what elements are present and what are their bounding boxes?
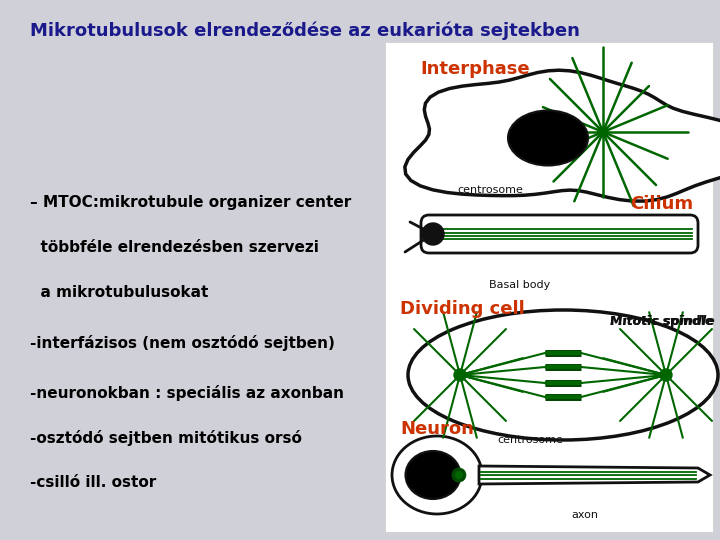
Text: – MTOC:mikrotubule organizer center: – MTOC:mikrotubule organizer center: [30, 195, 351, 210]
Text: a mikrotubulusokat: a mikrotubulusokat: [30, 285, 208, 300]
Ellipse shape: [508, 111, 588, 165]
Text: Dividing cell: Dividing cell: [400, 300, 525, 318]
Ellipse shape: [408, 310, 718, 440]
Ellipse shape: [392, 436, 482, 514]
Text: -interfázisos (nem osztódó sejtben): -interfázisos (nem osztódó sejtben): [30, 335, 335, 351]
Text: Interphase: Interphase: [420, 60, 530, 78]
Text: Mitotic spindle: Mitotic spindle: [610, 315, 714, 328]
Circle shape: [660, 369, 672, 381]
Text: -neuronokban : speciális az axonban: -neuronokban : speciális az axonban: [30, 385, 344, 401]
Text: Mikrotubulusok elrendeződése az eukarióta sejtekben: Mikrotubulusok elrendeződése az eukariót…: [30, 22, 580, 40]
Text: Mitotic spindle: Mitotic spindle: [610, 315, 715, 328]
Text: Cilium: Cilium: [630, 195, 693, 213]
Text: centrosome: centrosome: [497, 435, 563, 445]
Text: -csilló ill. ostor: -csilló ill. ostor: [30, 475, 156, 490]
Text: axon: axon: [572, 510, 598, 520]
Text: Neuron: Neuron: [400, 420, 474, 438]
Circle shape: [598, 127, 608, 137]
Circle shape: [455, 471, 463, 479]
Polygon shape: [405, 70, 720, 201]
Text: többféle elrendezésben szervezi: többféle elrendezésben szervezi: [30, 240, 319, 255]
Circle shape: [452, 468, 466, 482]
Ellipse shape: [405, 451, 461, 499]
Bar: [385, 42, 713, 532]
Circle shape: [454, 369, 466, 381]
Text: Basal body: Basal body: [490, 280, 551, 290]
Polygon shape: [479, 466, 710, 484]
Text: centrosome: centrosome: [457, 185, 523, 195]
Ellipse shape: [422, 223, 444, 245]
FancyBboxPatch shape: [421, 215, 698, 253]
Text: -osztódó sejtben mitótikus orsó: -osztódó sejtben mitótikus orsó: [30, 430, 302, 446]
